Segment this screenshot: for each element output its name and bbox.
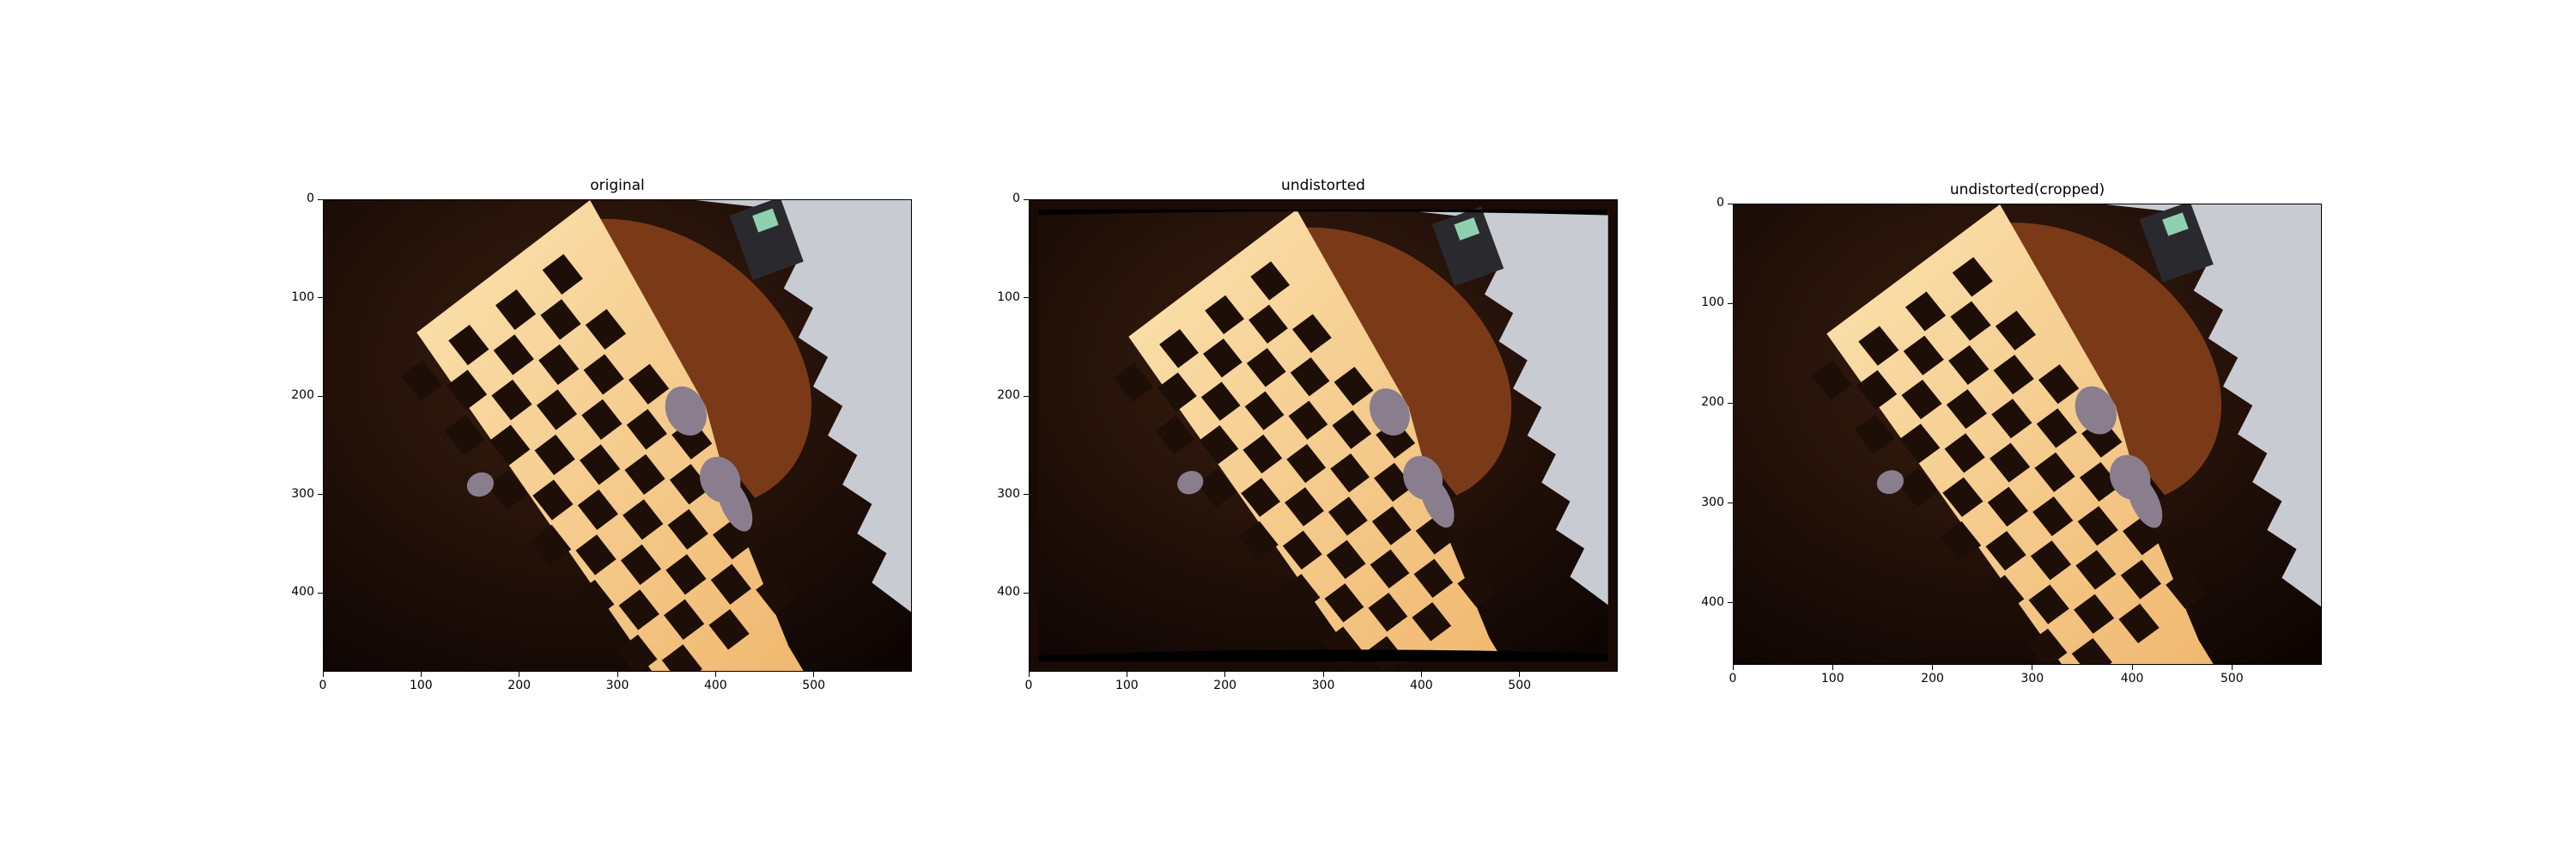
x-tick-mark [715,672,716,677]
x-tick-mark [1519,672,1520,677]
x-tick-mark [1323,672,1324,677]
image-frame-undistorted-cropped [1733,204,2322,665]
x-tick-mark [421,672,422,677]
scene-content [324,200,911,671]
panel-title-undistorted: undistorted [1029,177,1618,194]
x-tick-mark [323,672,324,677]
y-tick-label: 200 [271,388,314,402]
y-tick-label: 200 [977,388,1020,402]
y-tick-mark [1728,303,1733,304]
image-frame-original [323,199,912,672]
x-tick-label: 400 [1404,679,1438,692]
y-tick-mark [318,593,323,594]
x-tick-label: 300 [1306,679,1340,692]
x-tick-label: 200 [502,679,537,692]
x-tick-label: 500 [797,679,831,692]
x-tick-mark [1224,672,1225,677]
x-tick-mark [1832,665,1833,670]
x-tick-label: 100 [1109,679,1144,692]
scene-content [1734,204,2321,664]
calibration-image-undistorted [1030,200,1617,671]
y-tick-label: 100 [271,290,314,304]
scene-content [1038,207,1607,671]
y-tick-label: 300 [977,487,1020,501]
x-tick-label: 200 [1916,672,1950,685]
x-tick-mark [2132,665,2133,670]
y-tick-label: 200 [1681,395,1724,409]
y-tick-mark [1024,593,1029,594]
y-tick-label: 100 [1681,295,1724,309]
x-tick-label: 0 [306,679,340,692]
y-tick-mark [1024,494,1029,495]
x-tick-label: 400 [698,679,732,692]
y-tick-mark [318,396,323,397]
y-tick-label: 0 [1681,196,1724,210]
x-tick-mark [2232,665,2233,670]
y-tick-label: 300 [1681,496,1724,509]
y-tick-mark [318,494,323,495]
y-tick-label: 100 [977,290,1020,304]
x-tick-label: 0 [1716,672,1750,685]
y-tick-label: 400 [977,585,1020,599]
x-tick-label: 0 [1012,679,1046,692]
x-tick-mark [1421,672,1422,677]
calibration-image-undistorted-cropped [1734,204,2321,664]
x-tick-label: 300 [2015,672,2050,685]
x-tick-label: 300 [600,679,635,692]
x-tick-label: 400 [2115,672,2149,685]
y-tick-mark [1728,602,1733,603]
y-tick-mark [318,199,323,200]
y-tick-label: 0 [271,192,314,205]
x-tick-mark [1733,665,1734,670]
panel-title-original: original [323,177,912,194]
y-tick-mark [1024,199,1029,200]
y-tick-mark [1024,396,1029,397]
x-tick-label: 200 [1208,679,1242,692]
x-tick-label: 500 [2215,672,2249,685]
x-tick-mark [813,672,814,677]
y-tick-label: 400 [1681,595,1724,609]
x-tick-label: 500 [1503,679,1537,692]
y-tick-mark [1728,403,1733,404]
panel-title-undistorted-cropped: undistorted(cropped) [1733,181,2322,198]
image-frame-undistorted [1029,199,1618,672]
x-tick-label: 100 [404,679,438,692]
x-tick-mark [1029,672,1030,677]
y-tick-mark [1024,297,1029,298]
y-tick-label: 0 [977,192,1020,205]
x-tick-label: 100 [1815,672,1850,685]
x-tick-mark [1932,665,1933,670]
y-tick-mark [318,297,323,298]
y-tick-label: 300 [271,487,314,501]
x-tick-mark [617,672,618,677]
calibration-image-original [324,200,911,671]
y-tick-label: 400 [271,585,314,599]
